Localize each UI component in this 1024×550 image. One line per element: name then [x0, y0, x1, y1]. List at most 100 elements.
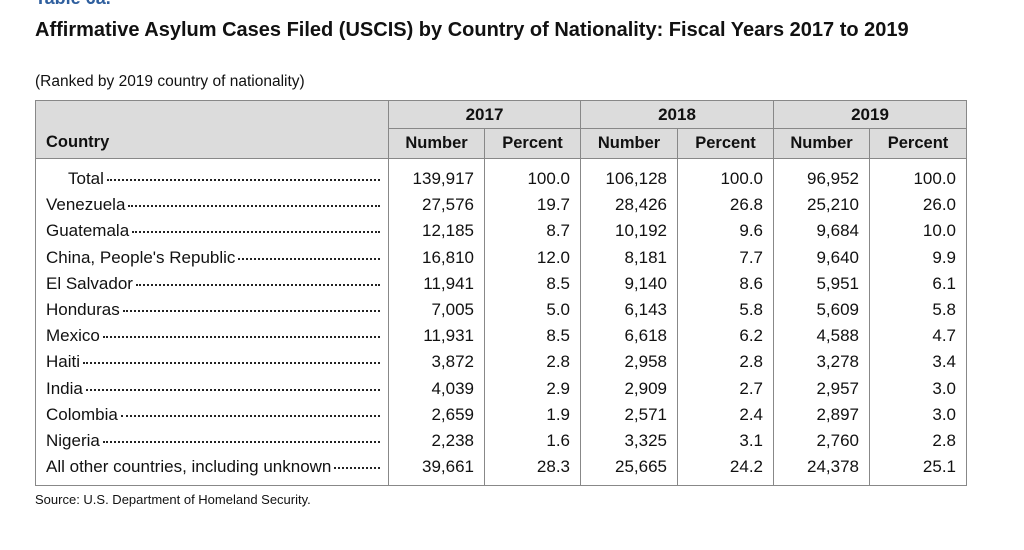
value-cell: 9,640	[773, 244, 870, 271]
value-cell: 2,957	[773, 375, 870, 402]
country-cell: El Salvador	[35, 270, 389, 297]
country-cell: Total	[35, 158, 389, 193]
country-name: China, People's Republic	[46, 247, 236, 267]
value-cell: 28,426	[580, 192, 678, 219]
sub-header: Percent	[484, 128, 581, 159]
country-cell: Nigeria	[35, 427, 389, 455]
cell-content: Venezuela	[46, 195, 380, 215]
country-name: India	[46, 378, 83, 398]
country-name: Guatemala	[46, 221, 130, 241]
value-cell: 9.6	[677, 218, 774, 245]
value-cell: 25,665	[580, 454, 678, 486]
table-label: Table 6a.	[35, 0, 111, 9]
value-cell: 8.5	[484, 323, 581, 350]
value-cell: 2,571	[580, 401, 678, 428]
value-cell: 9,140	[580, 270, 678, 297]
table-row: Venezuela 27,576 19.7 28,426 26.8 25,210 26.0	[35, 192, 967, 219]
value-cell: 12.0	[484, 244, 581, 271]
dot-leader	[334, 467, 380, 470]
table-row: Honduras 7,005 5.0 6,143 5.8 5,609 5.8	[35, 296, 967, 324]
value-cell: 6,618	[580, 323, 678, 350]
cell-content: Mexico	[46, 326, 380, 346]
value-cell: 10,192	[580, 218, 678, 245]
value-cell: 12,185	[388, 218, 485, 245]
value-cell: 1.6	[484, 427, 581, 455]
country-name: Colombia	[46, 404, 118, 424]
value-cell: 4,039	[388, 375, 485, 402]
country-cell: Guatemala	[35, 218, 389, 245]
country-name: Mexico	[46, 326, 100, 346]
value-cell: 2.7	[677, 375, 774, 402]
cell-content: Haiti	[46, 352, 380, 372]
value-cell: 3.0	[869, 375, 967, 402]
sub-header: Number	[773, 128, 870, 159]
year-header: 2019	[773, 100, 967, 129]
country-cell: Honduras	[35, 296, 389, 324]
value-cell: 2,897	[773, 401, 870, 428]
country-cell: Colombia	[35, 401, 389, 428]
cell-content: Colombia	[46, 405, 380, 425]
value-cell: 26.8	[677, 192, 774, 219]
table-row: Guatemala 12,185 8.7 10,192 9.6 9,684 10.0	[35, 218, 967, 245]
value-cell: 139,917	[388, 158, 485, 193]
value-cell: 1.9	[484, 401, 581, 428]
value-cell: 2.8	[869, 427, 967, 455]
value-cell: 2.9	[484, 375, 581, 402]
value-cell: 28.3	[484, 454, 581, 486]
dot-leader	[128, 205, 380, 208]
value-cell: 3,325	[580, 427, 678, 455]
dot-leader	[83, 362, 380, 365]
table-row: Haiti 3,872 2.8 2,958 2.8 3,278 3.4	[35, 349, 967, 376]
country-name: All other countries, including unknown	[46, 457, 332, 477]
value-cell: 11,931	[388, 323, 485, 350]
sub-header: Number	[388, 128, 485, 159]
value-cell: 8.5	[484, 270, 581, 297]
cell-content: India	[46, 379, 380, 399]
cell-content: Guatemala	[46, 221, 380, 241]
year-header: 2017	[388, 100, 581, 129]
table-row: Colombia 2,659 1.9 2,571 2.4 2,897 3.0	[35, 401, 967, 428]
column-header: Country	[35, 100, 389, 159]
dot-leader	[120, 414, 380, 417]
value-cell: 3.1	[677, 427, 774, 455]
subtitle: (Ranked by 2019 country of nationality)	[35, 73, 305, 90]
table-row: El Salvador 11,941 8.5 9,140 8.6 5,951 6.1	[35, 270, 967, 297]
cell-content: All other countries, including unknown	[46, 457, 380, 477]
value-cell: 3.4	[869, 349, 967, 376]
value-cell: 5.8	[869, 296, 967, 324]
cell-content: Total	[46, 169, 380, 189]
value-cell: 100.0	[677, 158, 774, 193]
value-cell: 5,951	[773, 270, 870, 297]
title: Affirmative Asylum Cases Filed (USCIS) b…	[35, 19, 909, 41]
value-cell: 39,661	[388, 454, 485, 486]
cell-content: Honduras	[46, 300, 380, 320]
value-cell: 8.7	[484, 218, 581, 245]
value-cell: 26.0	[869, 192, 967, 219]
value-cell: 5.8	[677, 296, 774, 324]
dot-leader	[238, 257, 380, 260]
value-cell: 2.4	[677, 401, 774, 428]
country-name: El Salvador	[46, 273, 133, 293]
value-cell: 2.8	[677, 349, 774, 376]
dot-leader	[85, 388, 380, 391]
value-cell: 3.0	[869, 401, 967, 428]
cell-content: Nigeria	[46, 431, 380, 451]
table-row: Nigeria 2,238 1.6 3,325 3.1 2,760 2.8	[35, 427, 967, 455]
table-row: All other countries, including unknown 39…	[35, 454, 967, 486]
year-header: 2018	[580, 100, 774, 129]
value-cell: 19.7	[484, 192, 581, 219]
cell-content: China, People's Republic	[46, 248, 380, 268]
country-cell: Venezuela	[35, 192, 389, 219]
country-cell: India	[35, 375, 389, 402]
country-name: Honduras	[46, 300, 120, 320]
dot-leader	[106, 179, 380, 182]
value-cell: 100.0	[484, 158, 581, 193]
data-table: Country 2017 2018 2019 Number Percent Number P…	[35, 100, 967, 487]
country-name: Nigeria	[46, 430, 100, 450]
country-name: Total	[68, 169, 104, 189]
value-cell: 2,909	[580, 375, 678, 402]
dot-leader	[102, 440, 380, 443]
value-cell: 3,872	[388, 349, 485, 376]
value-cell: 2,659	[388, 401, 485, 428]
sub-header: Percent	[677, 128, 774, 159]
